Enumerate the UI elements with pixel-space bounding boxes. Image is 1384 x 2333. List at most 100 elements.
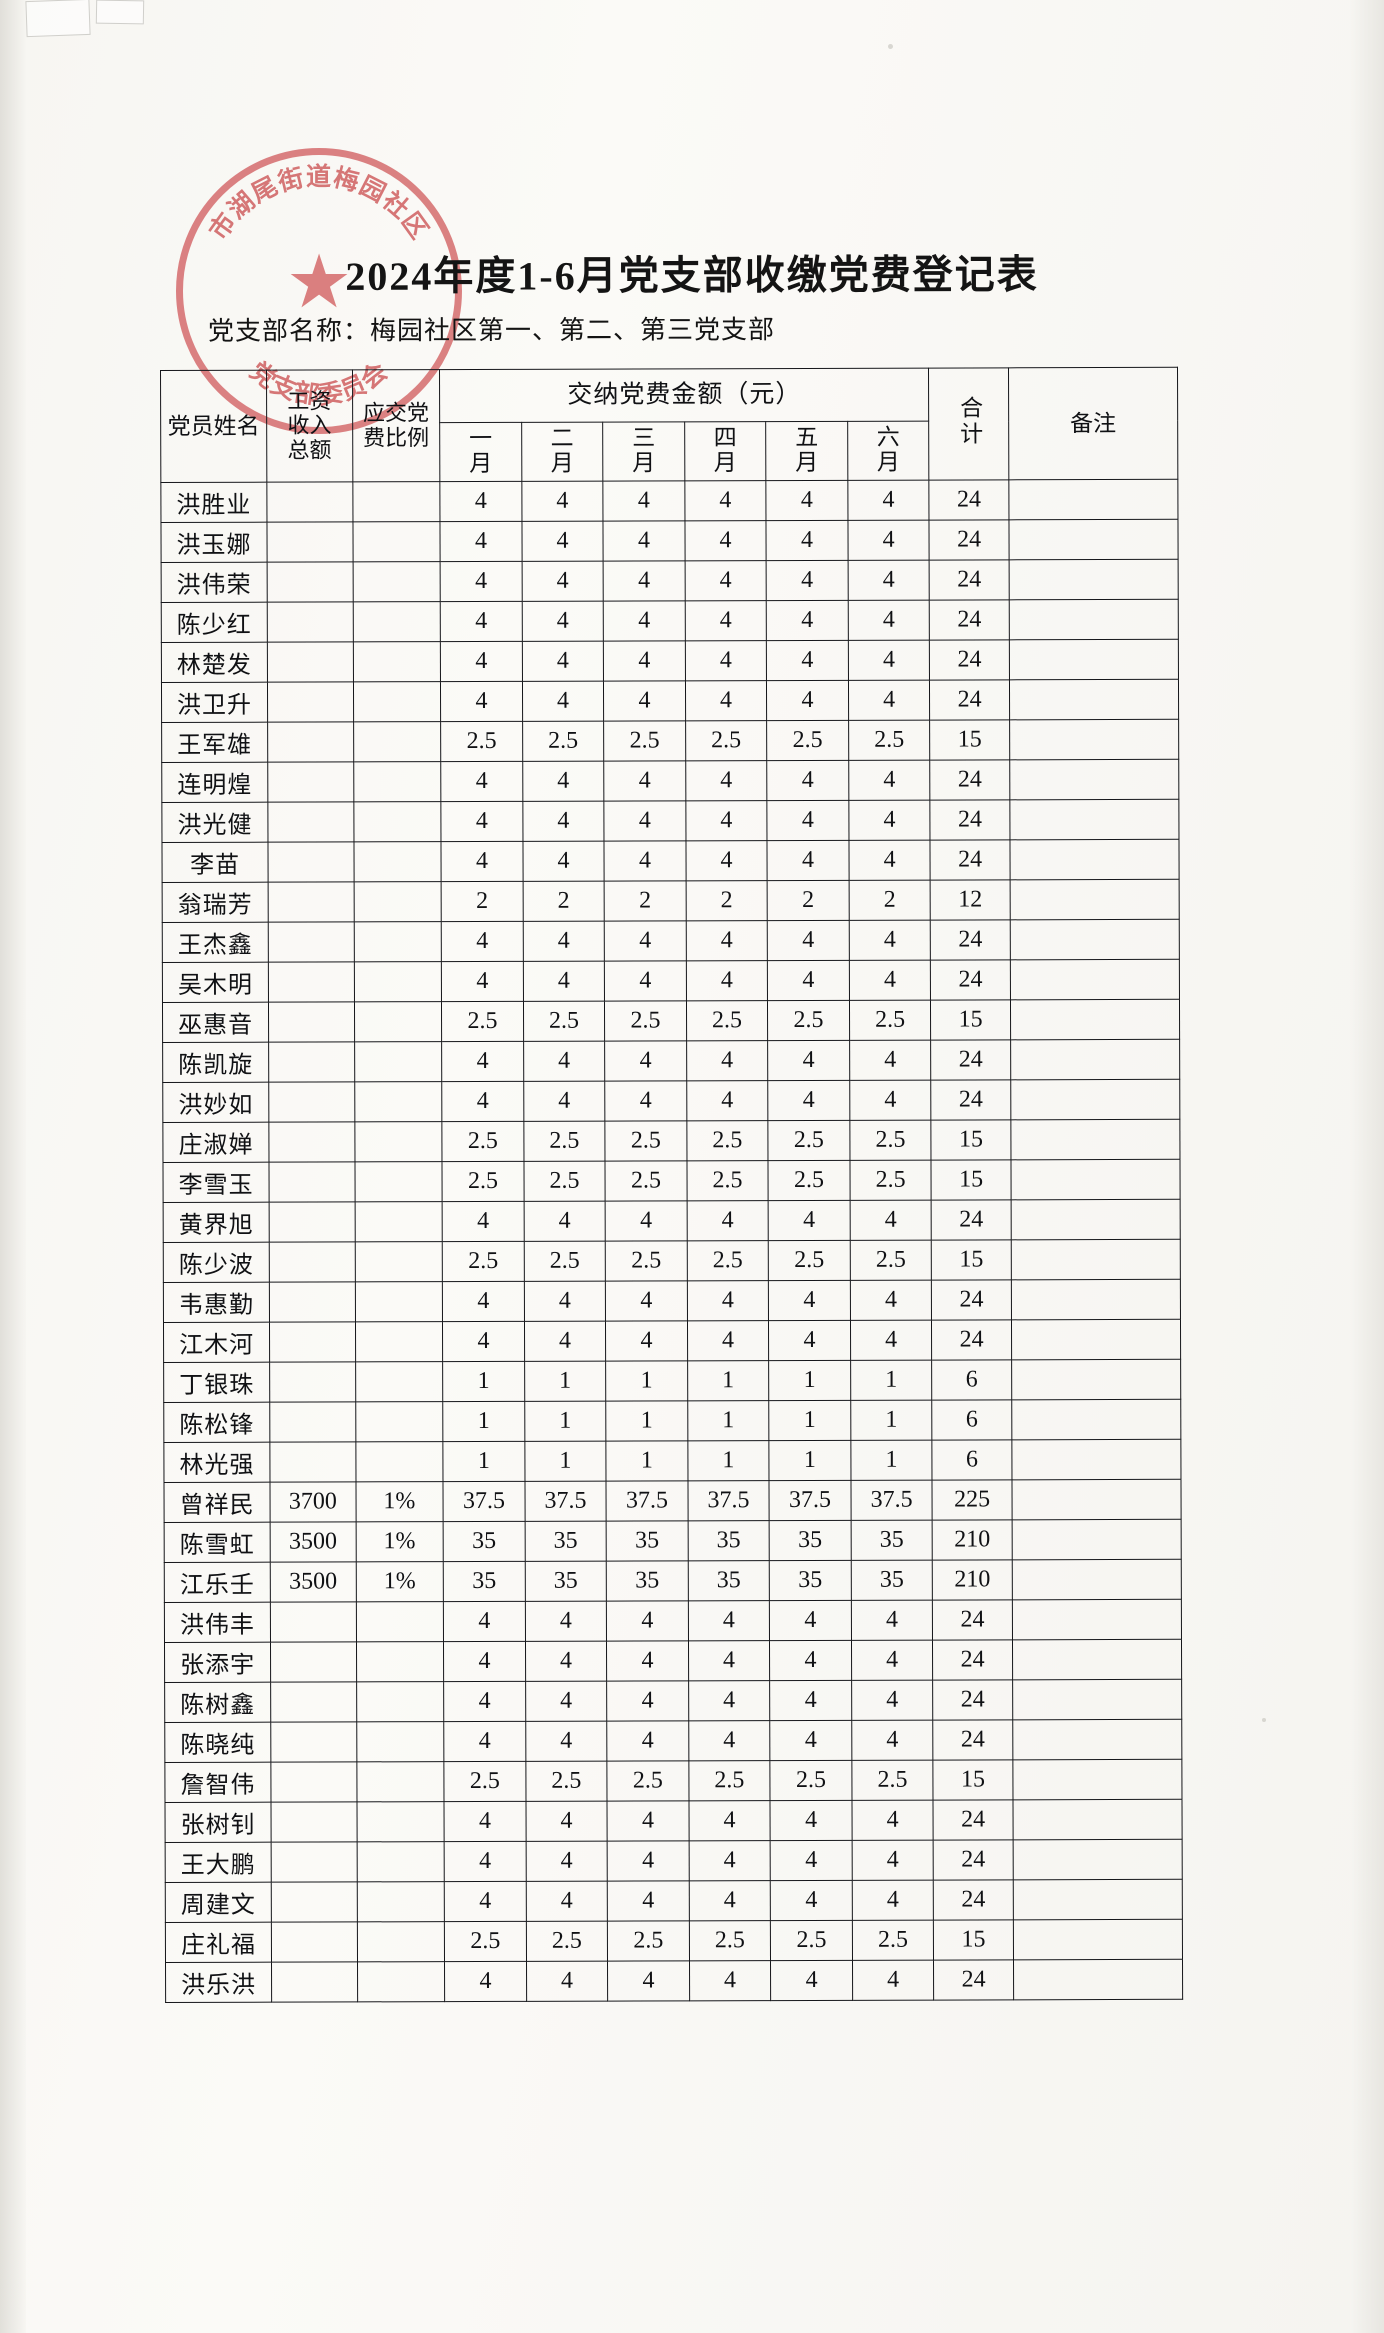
cell-salary-total — [268, 921, 354, 963]
cell-month-3: 4 — [605, 1280, 688, 1322]
salary-line-2: 收入 — [287, 412, 332, 439]
cell-month-1: 2.5 — [444, 1921, 527, 1962]
cell-note — [1011, 1479, 1182, 1520]
month-5-unit: 月 — [795, 449, 819, 476]
table-row: 洪妙如 4 4 4 4 4 4 24 — [162, 1079, 1180, 1123]
cell-member-name: 洪卫升 — [161, 682, 268, 723]
cell-row-total: 210 — [932, 1519, 1013, 1561]
cell-salary-total — [270, 1721, 357, 1763]
column-header-name: 党员姓名 — [160, 370, 267, 483]
cell-month-1: 4 — [440, 641, 523, 682]
cell-month-5: 4 — [766, 640, 849, 681]
cell-member-name: 陈少红 — [161, 602, 268, 643]
cell-month-5: 4 — [767, 800, 849, 841]
cell-month-1: 2.5 — [441, 1001, 524, 1042]
cell-month-3: 4 — [604, 960, 687, 1002]
cell-month-6: 4 — [849, 1040, 932, 1081]
cell-month-1: 4 — [442, 1281, 525, 1322]
cell-row-total: 24 — [931, 1279, 1012, 1321]
cell-month-2: 1 — [524, 1401, 607, 1442]
cell-salary-total — [267, 761, 354, 803]
column-header-total: 合计 — [928, 367, 1009, 481]
cell-month-1: 4 — [444, 1841, 526, 1882]
cell-salary-total — [269, 1281, 356, 1323]
month-4-char: 四 — [713, 425, 737, 451]
cell-month-3: 4 — [604, 800, 686, 842]
month-5-char: 五 — [795, 425, 819, 451]
table-row: 李雪玉 2.5 2.5 2.5 2.5 2.5 2.5 15 — [162, 1159, 1181, 1203]
cell-month-4: 4 — [688, 1840, 771, 1881]
salary-line-1: 工资 — [287, 388, 332, 414]
cell-member-name: 周建文 — [165, 1882, 272, 1923]
cell-row-total: 24 — [933, 1839, 1014, 1881]
cell-row-total: 15 — [929, 719, 1010, 761]
cell-row-total: 24 — [933, 1799, 1013, 1841]
cell-note — [1011, 1319, 1181, 1360]
cell-month-6: 1 — [850, 1440, 933, 1481]
cell-salary-total — [269, 1361, 356, 1403]
cell-month-4: 4 — [685, 760, 768, 801]
cell-month-3: 4 — [604, 920, 687, 962]
cell-fee-rate — [354, 1001, 442, 1042]
cell-month-6: 4 — [850, 1280, 932, 1321]
cell-salary-total — [269, 1401, 356, 1443]
cell-note — [1012, 1639, 1182, 1680]
cell-member-name: 翁瑞芳 — [162, 882, 269, 923]
cell-month-6: 4 — [852, 1960, 934, 2001]
cell-fee-rate — [352, 521, 441, 562]
cell-note — [1009, 719, 1179, 760]
cell-month-1: 35 — [443, 1561, 526, 1602]
cell-row-total: 24 — [933, 1719, 1013, 1761]
cell-fee-rate — [353, 681, 441, 722]
cell-month-4: 1 — [687, 1400, 770, 1441]
cell-month-6: 37.5 — [850, 1480, 933, 1521]
cell-note — [1009, 599, 1179, 640]
cell-month-2: 4 — [526, 1961, 608, 2002]
cell-month-2: 4 — [524, 1321, 606, 1362]
cell-month-4: 2.5 — [686, 1000, 768, 1041]
svg-text:市湖尾街道梅园社区: 市湖尾街道梅园社区 — [203, 162, 433, 245]
table-row: 林楚发 4 4 4 4 4 4 24 — [161, 639, 1179, 683]
cell-member-name: 丁银珠 — [163, 1362, 270, 1403]
cell-salary-total — [268, 1041, 355, 1083]
cell-note — [1013, 1879, 1183, 1920]
cell-month-3: 2.5 — [605, 1160, 687, 1202]
column-header-salary: 工资 收入 总额 — [266, 369, 353, 483]
cell-note — [1012, 1559, 1182, 1600]
cell-month-2: 35 — [524, 1521, 607, 1562]
table-row: 陈少波 2.5 2.5 2.5 2.5 2.5 2.5 15 — [163, 1239, 1181, 1283]
cell-fee-rate — [355, 1441, 444, 1482]
table-row: 张添宇 4 4 4 4 4 4 24 — [164, 1639, 1182, 1683]
cell-month-3: 4 — [607, 1840, 689, 1882]
column-header-rate: 应交党 费比例 — [352, 369, 441, 482]
cell-month-1: 4 — [441, 801, 523, 842]
cell-fee-rate — [356, 1641, 444, 1682]
cell-month-1: 4 — [441, 961, 524, 1002]
cell-note — [1012, 1679, 1182, 1720]
cell-month-6: 4 — [849, 1080, 932, 1121]
cell-month-6: 4 — [849, 1200, 932, 1241]
cell-fee-rate — [354, 1161, 443, 1202]
cell-salary-total — [270, 1801, 357, 1843]
total-label: 合计 — [956, 395, 982, 448]
cell-month-6: 35 — [850, 1560, 933, 1601]
cell-month-1: 4 — [444, 1961, 527, 2002]
cell-member-name: 张树钊 — [165, 1802, 272, 1843]
cell-month-1: 4 — [442, 1201, 524, 1242]
cell-month-1: 4 — [443, 1601, 526, 1642]
table-row: 王杰鑫 4 4 4 4 4 4 24 — [162, 919, 1180, 963]
cell-fee-rate — [355, 1361, 443, 1402]
cell-month-6: 2.5 — [849, 1160, 932, 1201]
tape-strip-right — [95, 0, 145, 25]
cell-month-6: 4 — [847, 520, 930, 561]
cell-fee-rate — [353, 841, 442, 882]
cell-month-5: 4 — [767, 920, 850, 961]
cell-month-5: 4 — [770, 1880, 853, 1921]
cell-fee-rate — [354, 1121, 443, 1162]
cell-row-total: 24 — [930, 799, 1010, 841]
cell-row-total: 24 — [929, 519, 1009, 561]
cell-fee-rate — [356, 1881, 445, 1922]
cell-month-1: 4 — [441, 841, 523, 882]
cell-salary-total — [267, 601, 353, 643]
cell-month-3: 4 — [603, 640, 686, 682]
